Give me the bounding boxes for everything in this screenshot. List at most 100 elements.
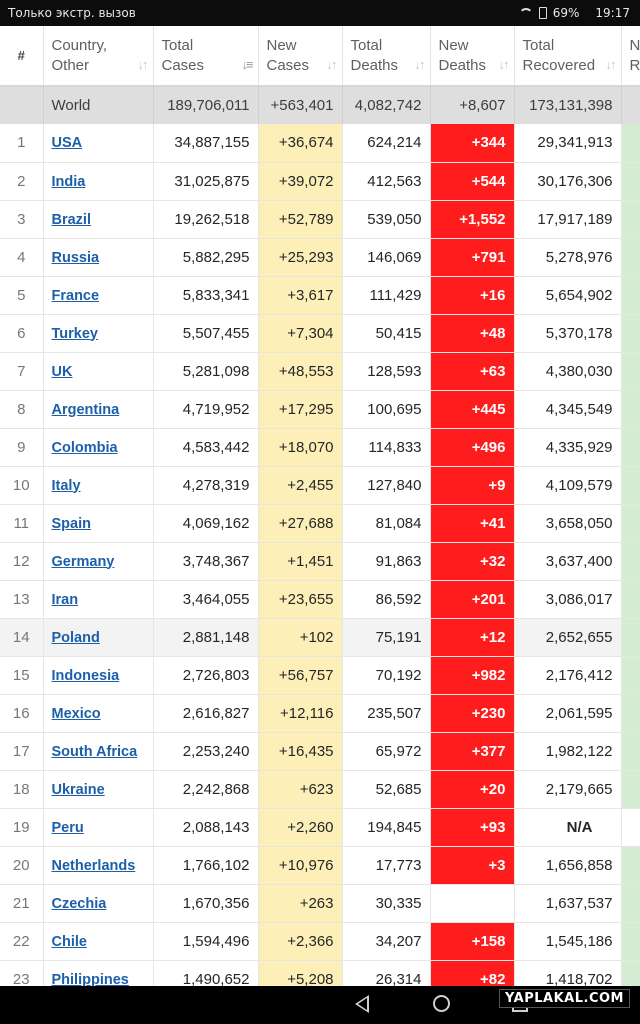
new-recovered-cell	[621, 542, 640, 581]
table-row: 9 Colombia 4,583,442 +18,070 114,833 +496 4,33…	[0, 428, 640, 467]
country-link[interactable]: India	[43, 162, 154, 201]
country-link[interactable]: Mexico	[43, 694, 154, 733]
total-cases-cell: 4,069,162	[153, 504, 259, 543]
header-total-recovered[interactable]: Total Recovered ↓↑	[514, 26, 622, 87]
world-new-deaths: +8,607	[430, 86, 515, 124]
new-cases-cell: +36,674	[258, 124, 343, 163]
new-deaths-cell: +82	[430, 960, 515, 986]
world-total-recovered: 173,131,398	[514, 86, 622, 124]
country-link[interactable]: Peru	[43, 808, 154, 847]
country-link[interactable]: Brazil	[43, 200, 154, 239]
country-link[interactable]: Turkey	[43, 314, 154, 353]
row-index: 8	[0, 390, 44, 429]
country-name[interactable]: Chile	[51, 933, 87, 950]
header-country[interactable]: Country, Other ↓↑	[43, 26, 154, 87]
total-recovered-cell: 1,656,858	[514, 846, 622, 885]
country-name[interactable]: Germany	[51, 553, 115, 570]
sort-arrows-icon[interactable]: ↓↑	[137, 57, 149, 72]
new-cases-cell: +56,757	[258, 656, 343, 695]
sort-arrows-icon[interactable]: ↓↑	[605, 57, 617, 72]
sort-arrows-icon[interactable]: ↓↑	[414, 57, 426, 72]
country-link[interactable]: Poland	[43, 618, 154, 657]
home-circle-icon[interactable]	[433, 995, 450, 1012]
table-row: 10 Italy 4,278,319 +2,455 127,840 +9 4,109,579	[0, 466, 640, 505]
row-index: 16	[0, 694, 44, 733]
country-name[interactable]: Turkey	[51, 325, 98, 342]
header-new-cases[interactable]: New Cases ↓↑	[258, 26, 343, 87]
country-link[interactable]: South Africa	[43, 732, 154, 771]
country-name[interactable]: Netherlands	[51, 857, 136, 874]
row-index: 10	[0, 466, 44, 505]
country-link[interactable]: Indonesia	[43, 656, 154, 695]
table-row: 8 Argentina 4,719,952 +17,295 100,695 +445 4,3…	[0, 390, 640, 429]
new-cases-cell: +23,655	[258, 580, 343, 619]
country-name[interactable]: Philippines	[51, 971, 129, 987]
country-name[interactable]: Peru	[51, 819, 84, 836]
world-new-recovered	[621, 86, 640, 124]
country-name[interactable]: UK	[51, 363, 73, 380]
country-link[interactable]: USA	[43, 124, 154, 163]
country-link[interactable]: Ukraine	[43, 770, 154, 809]
country-link[interactable]: Czechia	[43, 884, 154, 923]
country-name[interactable]: Ukraine	[51, 781, 105, 798]
new-deaths-cell: +3	[430, 846, 515, 885]
country-name[interactable]: India	[51, 173, 86, 190]
covid-table-container[interactable]: # Country, Other ↓↑ Total Cases ↓≡ New Cases ↓…	[0, 26, 640, 986]
country-link[interactable]: Germany	[43, 542, 154, 581]
country-link[interactable]: Spain	[43, 504, 154, 543]
header-total-deaths[interactable]: Total Deaths ↓↑	[342, 26, 431, 87]
back-triangle-icon[interactable]	[355, 995, 369, 1013]
new-cases-cell: +16,435	[258, 732, 343, 771]
new-recovered-cell	[621, 922, 640, 961]
header-total-cases[interactable]: Total Cases ↓≡	[153, 26, 259, 87]
country-name[interactable]: France	[51, 287, 100, 304]
country-link[interactable]: Iran	[43, 580, 154, 619]
country-link[interactable]: Russia	[43, 238, 154, 277]
battery-icon	[538, 7, 547, 19]
country-name[interactable]: Iran	[51, 591, 79, 608]
row-index: 23	[0, 960, 44, 986]
new-deaths-cell: +445	[430, 390, 515, 429]
total-cases-cell: 4,278,319	[153, 466, 259, 505]
country-link[interactable]: Argentina	[43, 390, 154, 429]
country-name[interactable]: Colombia	[51, 439, 118, 456]
country-name[interactable]: USA	[51, 135, 83, 152]
total-cases-cell: 2,253,240	[153, 732, 259, 771]
new-recovered-cell	[621, 884, 640, 923]
country-name[interactable]: Italy	[51, 477, 81, 494]
world-row: World 189,706,011 +563,401 4,082,742 +8,…	[0, 86, 640, 124]
total-cases-cell: 4,719,952	[153, 390, 259, 429]
country-name[interactable]: Mexico	[51, 705, 101, 722]
world-name: World	[43, 86, 154, 124]
sort-arrows-icon[interactable]: ↓↑	[498, 57, 510, 72]
country-link[interactable]: France	[43, 276, 154, 315]
country-name[interactable]: Russia	[51, 249, 100, 266]
country-link[interactable]: Colombia	[43, 428, 154, 467]
total-cases-cell: 5,281,098	[153, 352, 259, 391]
country-link[interactable]: Philippines	[43, 960, 154, 987]
table-row: 15 Indonesia 2,726,803 +56,757 70,192 +982 2,1…	[0, 656, 640, 695]
total-deaths-cell: 91,863	[342, 542, 431, 581]
country-link[interactable]: Netherlands	[43, 846, 154, 885]
header-new-recovered[interactable]: NeRe	[621, 26, 640, 87]
total-deaths-cell: 412,563	[342, 162, 431, 201]
sort-arrows-icon[interactable]: ↓≡	[241, 57, 253, 72]
new-recovered-cell	[621, 238, 640, 277]
country-name[interactable]: Spain	[51, 515, 91, 532]
country-name[interactable]: Czechia	[51, 895, 107, 912]
country-name[interactable]: Argentina	[51, 401, 120, 418]
sort-arrows-icon[interactable]: ↓↑	[326, 57, 338, 72]
country-name[interactable]: South Africa	[51, 743, 138, 760]
row-index: 17	[0, 732, 44, 771]
header-new-deaths[interactable]: New Deaths ↓↑	[430, 26, 515, 87]
country-link[interactable]: UK	[43, 352, 154, 391]
table-row: 7 UK 5,281,098 +48,553 128,593 +63 4,380,030	[0, 352, 640, 391]
new-cases-cell: +10,976	[258, 846, 343, 885]
country-name[interactable]: Indonesia	[51, 667, 120, 684]
country-name[interactable]: Poland	[51, 629, 100, 646]
total-cases-cell: 1,670,356	[153, 884, 259, 923]
country-name[interactable]: Brazil	[51, 211, 92, 228]
total-cases-cell: 2,881,148	[153, 618, 259, 657]
country-link[interactable]: Italy	[43, 466, 154, 505]
country-link[interactable]: Chile	[43, 922, 154, 961]
